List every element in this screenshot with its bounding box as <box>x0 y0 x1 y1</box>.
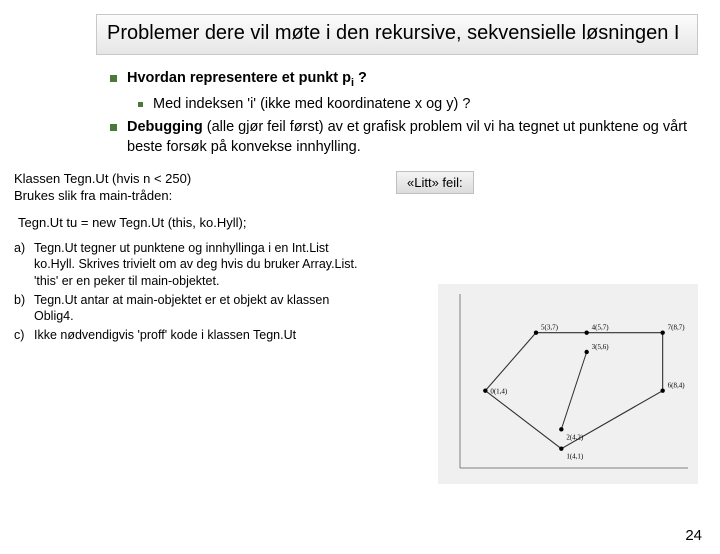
bullet-item-1-1: Med indeksen 'i' (ikke med koordinatene … <box>138 95 698 115</box>
svg-text:7(8,7): 7(8,7) <box>668 324 686 332</box>
bullet-list: Hvordan representere et punkt pi ? Med i… <box>110 69 698 157</box>
slide-title-box: Problemer dere vil møte i den rekursive,… <box>96 14 698 55</box>
abc-list: a) Tegn.Ut tegner ut punktene og innhyll… <box>14 240 364 347</box>
svg-text:2(4,2): 2(4,2) <box>566 433 584 441</box>
mid-row: Klassen Tegn.Ut (hvis n < 250) Brukes sl… <box>14 171 698 205</box>
code-line: Tegn.Ut tu = new Tegn.Ut (this, ko.Hyll)… <box>18 215 698 230</box>
svg-text:3(5,6): 3(5,6) <box>592 343 610 351</box>
item-a-text: Tegn.Ut tegner ut punktene og innhylling… <box>34 240 364 289</box>
klassen-text: Klassen Tegn.Ut (hvis n < 250) Brukes sl… <box>14 171 334 205</box>
feil-wrap: «Litt» feil: <box>334 171 698 194</box>
svg-text:4(5,7): 4(5,7) <box>592 324 610 332</box>
bullet-icon <box>138 102 143 107</box>
bullet-1-1-text: Med indeksen 'i' (ikke med koordinatene … <box>153 95 470 115</box>
item-c-text: Ikke nødvendigvis 'proff' kode i klassen… <box>34 327 296 343</box>
bullet-2-text: Debugging (alle gjør feil først) av et g… <box>127 118 698 157</box>
klassen-line-2: Brukes slik fra main-tråden: <box>14 188 334 205</box>
klassen-line-1: Klassen Tegn.Ut (hvis n < 250) <box>14 171 334 188</box>
svg-text:0(1,4): 0(1,4) <box>490 388 508 396</box>
bullet-1-text: Hvordan representere et punkt pi ? <box>127 69 367 91</box>
feil-label: «Litt» feil: <box>396 171 474 194</box>
svg-text:5(3,7): 5(3,7) <box>541 324 559 332</box>
marker-c: c) <box>14 327 34 343</box>
slide-title: Problemer dere vil møte i den rekursive,… <box>107 21 687 46</box>
list-item: c) Ikke nødvendigvis 'proff' kode i klas… <box>14 327 364 343</box>
bullet-item-2: Debugging (alle gjør feil først) av et g… <box>110 118 698 157</box>
bullet-item-1: Hvordan representere et punkt pi ? <box>110 69 698 91</box>
marker-a: a) <box>14 240 34 289</box>
marker-b: b) <box>14 292 34 325</box>
bullet-icon <box>110 124 117 131</box>
list-item: a) Tegn.Ut tegner ut punktene og innhyll… <box>14 240 364 289</box>
svg-text:1(4,1): 1(4,1) <box>566 453 584 461</box>
page-number: 24 <box>685 527 702 544</box>
list-item: b) Tegn.Ut antar at main-objektet er et … <box>14 292 364 325</box>
bullet-icon <box>110 75 117 82</box>
hull-diagram: 0(1,4) 1(4,1) 2(4,2) 3(5,6) 4(5,7) 5(3,7) 6(8,… <box>438 284 698 484</box>
item-b-text: Tegn.Ut antar at main-objektet er et obj… <box>34 292 364 325</box>
svg-text:6(8,4): 6(8,4) <box>668 382 686 390</box>
